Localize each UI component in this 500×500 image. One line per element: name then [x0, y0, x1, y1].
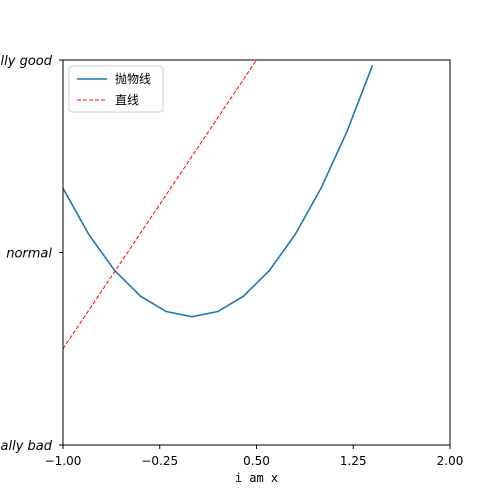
plot-frame [62, 59, 451, 446]
x-tick-label: 2.00 [437, 454, 464, 468]
x-tick-label: 0.50 [243, 454, 270, 468]
y-tick-label: really good [0, 54, 53, 69]
x-axis: −1.00 −0.25 0.50 1.25 2.00 [45, 445, 464, 468]
series-line-1 [63, 64, 374, 318]
x-axis-label: i am x [235, 471, 278, 485]
y-tick-label: normal [6, 247, 52, 262]
series-line-2 [63, 60, 257, 350]
y-tick-label: really bad [0, 439, 53, 454]
x-tick-label: 1.25 [340, 454, 367, 468]
x-tick-label: −1.00 [45, 454, 82, 468]
series-layer [63, 60, 374, 350]
x-tick-label: −0.25 [141, 454, 178, 468]
legend-label: 抛物线 [115, 71, 151, 86]
y-axis: really bad normal really good [0, 54, 63, 454]
legend-label: 直线 [115, 93, 139, 107]
